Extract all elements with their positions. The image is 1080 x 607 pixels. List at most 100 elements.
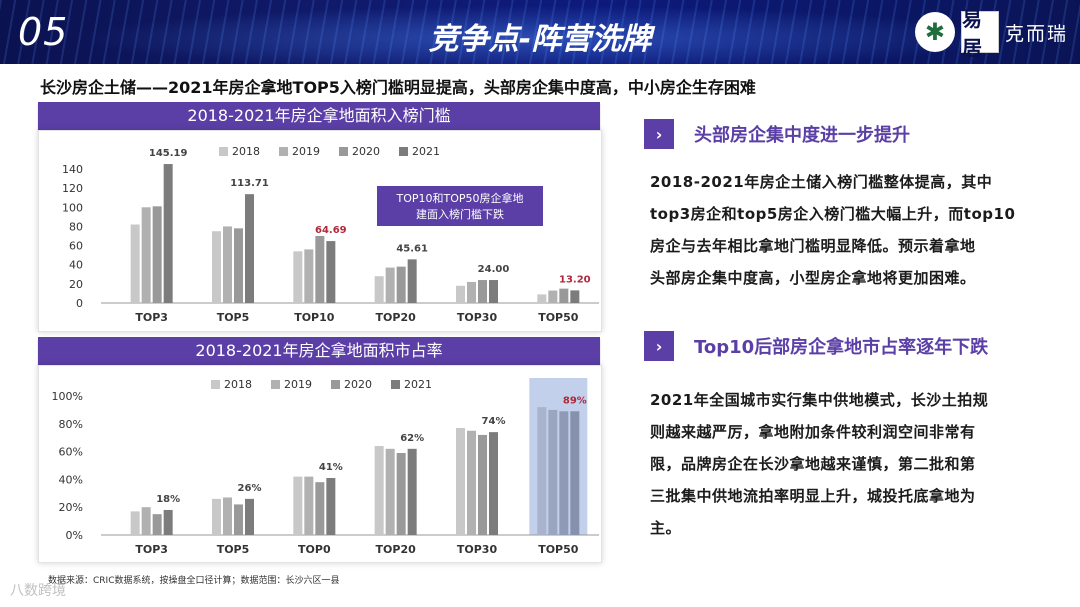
legend-swatch [391, 380, 400, 389]
bar-top20-2019 [385, 267, 395, 303]
section-2-line: 限，品牌房企在长沙拿地越来谨慎，第二批和第 [650, 455, 976, 473]
bar-top3-2021 [163, 509, 173, 535]
x-tick-label: TOP5 [217, 543, 250, 556]
bar-top3-2019 [141, 507, 151, 535]
y-tick-label: 40% [59, 473, 83, 486]
y-tick-label: 60 [69, 240, 83, 253]
chevron-right-icon: › [644, 331, 674, 361]
bar-top5-2018 [212, 231, 221, 303]
bar-top5-2020 [234, 504, 243, 535]
data-label: 26% [238, 483, 262, 494]
legend-swatch [339, 147, 348, 156]
bar-top20-2021 [407, 259, 417, 303]
legend-label: 2020 [352, 145, 380, 158]
y-tick-label: 20% [59, 501, 83, 514]
y-tick-label: 40 [69, 259, 83, 272]
bar-top30-2019 [467, 430, 476, 535]
brand-mark: 易居 [960, 7, 999, 60]
bar-top50-2021 [570, 290, 580, 303]
bar-top3-2020 [152, 206, 162, 303]
data-label: 13.20 [559, 274, 591, 285]
data-label: 41% [319, 462, 343, 473]
y-tick-label: 60% [59, 446, 83, 459]
x-tick-label: TOP20 [376, 543, 417, 556]
y-tick-label: 0 [76, 297, 83, 310]
x-tick-label: TOP10 [294, 311, 335, 324]
bar-top10-2019 [304, 249, 314, 303]
legend-label: 2019 [292, 145, 320, 158]
x-tick-label: TOP3 [135, 543, 168, 556]
section-2-body: 2021年全国城市实行集中供地模式，长沙土拍规 则越来越严厉，拿地附加条件较利润… [650, 384, 1050, 544]
bar-top30-2019 [467, 281, 476, 303]
bar-top20-2018 [374, 276, 384, 303]
bar-top50-2020 [559, 288, 569, 303]
bar-top5-2021 [245, 194, 254, 303]
y-tick-label: 100 [62, 201, 83, 214]
section-1-line: 头部房企集中度高，小型房企拿地将更加困难。 [650, 269, 976, 287]
bar-top3-2018 [130, 224, 140, 303]
legend-swatch [331, 380, 340, 389]
bar-top50-2018 [537, 407, 547, 535]
bar-top30-2021 [489, 432, 498, 535]
bar-top20-2020 [396, 452, 406, 535]
x-tick-label: TOP3 [135, 311, 168, 324]
bar-top10-2020 [315, 236, 325, 303]
legend-label: 2021 [404, 378, 432, 391]
data-label: 145.19 [149, 148, 188, 159]
bar-top10-2018 [293, 251, 303, 303]
section-2-title: Top10后部房企拿地市占率逐年下跌 [694, 337, 989, 358]
annotation-text: 建面入榜门槛下跌 [416, 207, 504, 221]
x-tick-label: TOP30 [457, 543, 498, 556]
data-label: 113.71 [230, 178, 269, 189]
bar-top0-2021 [326, 478, 336, 535]
chart2-title: 2018-2021年房企拿地面积市占率 [38, 337, 600, 365]
chart2-panel: 0% 20% 40% 60% 80% 100% 18% 26% 41% 62% 74% 89% TOP3… [38, 365, 602, 563]
bar-top5-2019 [223, 497, 232, 535]
cric-logo-icon: ✱ [914, 12, 955, 52]
bar-top30-2018 [456, 427, 465, 535]
x-tick-label: TOP5 [217, 311, 250, 324]
bar-top0-2020 [315, 482, 325, 535]
data-label: 18% [156, 494, 180, 505]
x-tick-label: TOP20 [376, 311, 417, 324]
legend-swatch [399, 147, 408, 156]
bar-top20-2018 [374, 446, 384, 535]
bar-top50-2020 [559, 411, 569, 535]
bar-top50-2021 [570, 411, 580, 535]
data-label: 45.61 [396, 243, 428, 254]
section-1-heading: › 头部房企集中度进一步提升 [644, 118, 910, 150]
page-title: 竞争点-阵营洗牌 [428, 22, 652, 57]
data-label: 74% [482, 416, 506, 427]
data-label: 24.00 [478, 264, 510, 275]
legend-swatch [219, 147, 228, 156]
x-tick-label: TOP0 [298, 543, 331, 556]
legend-label: 2018 [232, 145, 260, 158]
header-background [0, 0, 1080, 64]
slide-subtitle: 长沙房企土储——2021年房企拿地TOP5入榜门槛明显提高，头部房企集中度高，中… [40, 78, 756, 97]
bar-top20-2020 [396, 266, 406, 303]
legend-label: 2021 [412, 145, 440, 158]
bar-top3-2018 [130, 511, 140, 535]
y-tick-label: 20 [69, 278, 83, 291]
y-tick-label: 80 [69, 220, 83, 233]
section-2-line: 则越来越严厉，拿地附加条件较利润空间非常有 [650, 423, 976, 441]
legend-label: 2019 [284, 378, 312, 391]
bar-top30-2020 [478, 434, 487, 535]
section-2-line: 三批集中供地流拍率明显上升，城投托底拿地为 [650, 487, 976, 505]
annotation-text: TOP10和TOP50房企拿地 [395, 191, 523, 205]
data-label: 64.69 [315, 225, 347, 236]
bar-top5-2019 [223, 226, 232, 303]
data-label: 62% [400, 433, 424, 444]
bar-top5-2021 [245, 498, 254, 535]
x-tick-label: TOP50 [538, 543, 579, 556]
bar-top50-2019 [548, 290, 558, 303]
bar-top30-2018 [456, 285, 465, 303]
section-1-line: 房企与去年相比拿地门槛明显降低。预示着拿地 [650, 237, 976, 255]
market-share-chart: 0% 20% 40% 60% 80% 100% 18% 26% 41% 62% 74% 89% TOP3… [52, 378, 599, 556]
bar-top5-2018 [212, 498, 221, 535]
bar-top3-2019 [141, 207, 151, 303]
section-1-line: 2018-2021年房企土储入榜门槛整体提高，其中 [650, 173, 993, 191]
data-source-note: 数据来源：CRIC数据系统，按操盘全口径计算；数据范围：长沙六区一县 [48, 576, 340, 586]
section-1-line: top3房企和top5房企入榜门槛大幅上升，而top10 [650, 205, 1016, 223]
y-tick-label: 80% [59, 418, 83, 431]
